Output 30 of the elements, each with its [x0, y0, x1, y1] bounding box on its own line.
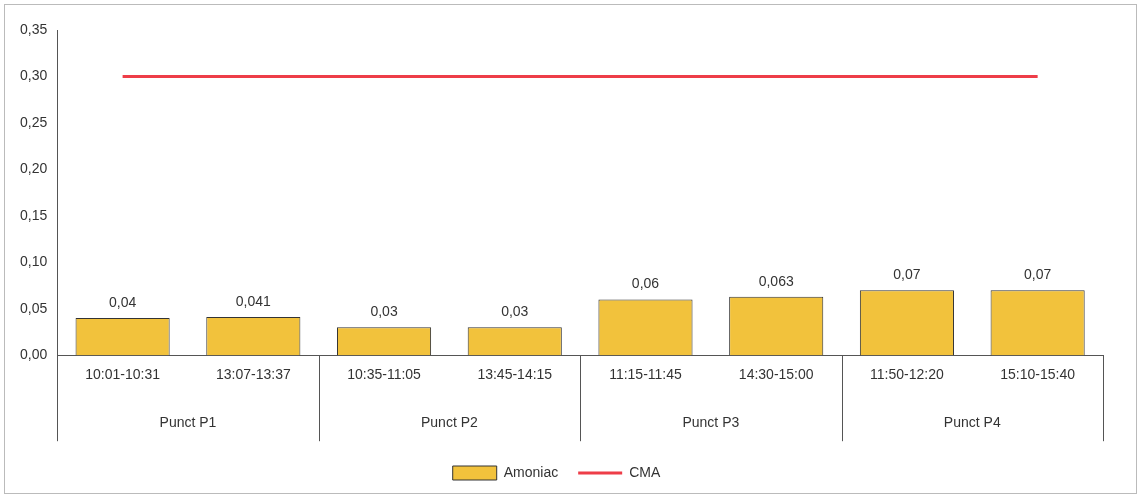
x-tick-label: 10:35-11:05	[347, 366, 422, 383]
y-tick-label: 0,05	[20, 299, 48, 316]
data-label: 0,07	[893, 266, 921, 283]
y-tick-label: 0,30	[20, 67, 48, 84]
data-label: 0,063	[758, 272, 794, 289]
text: Punct P1	[159, 414, 217, 431]
x-tick-label: 15:10-15:40	[1000, 366, 1076, 383]
text: Punct P4	[943, 414, 1001, 431]
data-label: 0,07	[1024, 266, 1052, 283]
x-tick-label: 11:15-11:45	[609, 366, 683, 383]
text: Punct P3	[682, 414, 740, 431]
legend-label: Amoniac	[503, 463, 559, 480]
data-label: 0,03	[501, 303, 529, 320]
legend-label: CMA	[629, 463, 661, 480]
y-tick-label: 0,20	[20, 160, 48, 177]
y-tick-label: 0,25	[20, 113, 48, 130]
x-tick-label: 14:30-15:00	[738, 366, 814, 383]
data-label: 0,06	[631, 275, 660, 292]
x-tick-label: 13:07-13:37	[215, 366, 291, 383]
x-tick-label: 10:01-10:31	[85, 366, 161, 383]
y-tick-label: 0,15	[20, 206, 48, 223]
y-tick-label: 0,00	[20, 346, 48, 363]
text: Punct P2	[420, 414, 479, 431]
x-tick-label: 13:45-14:15	[477, 366, 553, 383]
x-tick-label: 11:50-12:20	[870, 366, 944, 383]
data-label: 0,03	[370, 303, 398, 320]
data-label: 0,041	[235, 292, 272, 309]
y-tick-label: 0,35	[20, 20, 48, 37]
y-tick-label: 0,10	[20, 253, 48, 270]
data-label: 0,04	[108, 293, 137, 310]
